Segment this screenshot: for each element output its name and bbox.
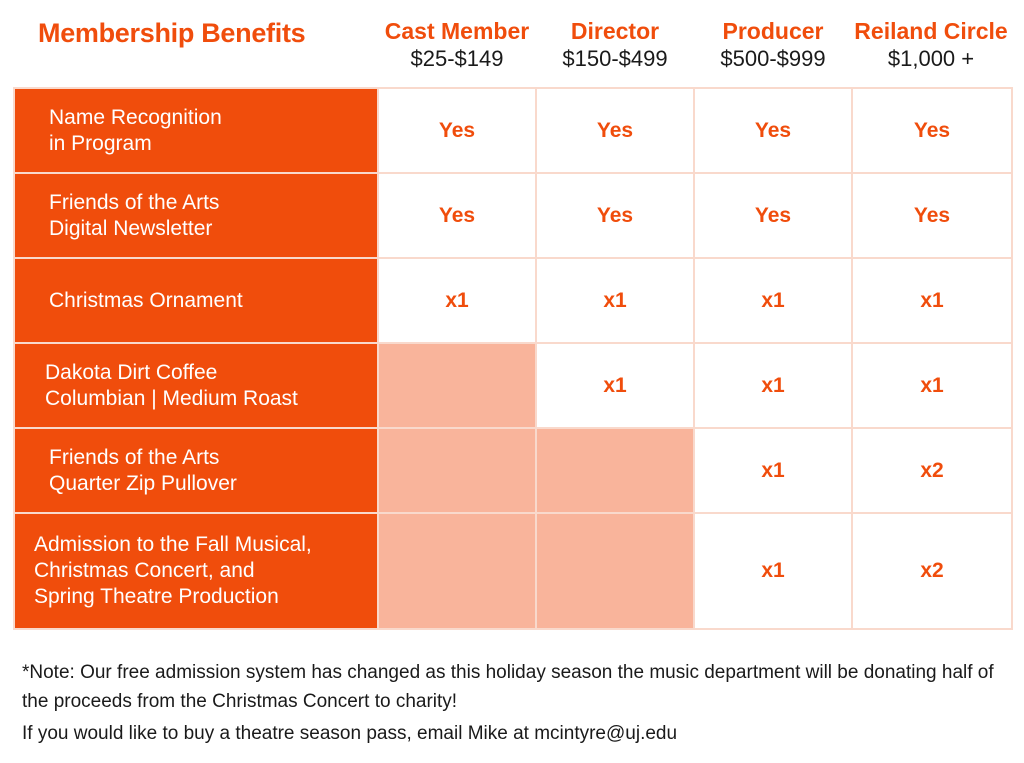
tier-name: Director bbox=[570, 18, 660, 44]
benefit-value: x1 bbox=[693, 257, 853, 344]
table-row: Friends of the Arts Digital Newsletter Y… bbox=[13, 172, 1013, 259]
benefits-table: Name Recognition in Program Yes Yes Yes … bbox=[13, 87, 1013, 630]
table-row: Friends of the Arts Quarter Zip Pullover… bbox=[13, 427, 1013, 514]
table-row: Admission to the Fall Musical, Christmas… bbox=[13, 512, 1013, 630]
benefit-label-line: Admission to the Fall Musical, bbox=[34, 533, 312, 556]
tier-header-cast-member: Cast Member $25-$149 bbox=[377, 17, 537, 73]
page-title: Membership Benefits bbox=[38, 18, 306, 48]
empty-cell bbox=[377, 342, 537, 429]
empty-cell bbox=[535, 512, 695, 630]
benefit-label-line: Quarter Zip Pullover bbox=[49, 471, 237, 495]
tier-price: $25-$149 bbox=[410, 46, 504, 71]
tier-name: Producer bbox=[722, 18, 824, 44]
benefit-value: Yes bbox=[535, 172, 695, 259]
footnote: *Note: Our free admission system has cha… bbox=[22, 662, 994, 712]
table-row: Dakota Dirt Coffee Columbian | Medium Ro… bbox=[13, 342, 1013, 429]
tier-header-director: Director $150-$499 bbox=[535, 17, 695, 73]
benefit-value: x1 bbox=[851, 342, 1013, 429]
benefit-value: x1 bbox=[535, 342, 695, 429]
benefit-label: Friends of the Arts Quarter Zip Pullover bbox=[13, 427, 379, 514]
tier-name: Reiland Circle bbox=[854, 18, 1008, 44]
benefit-label-line: Friends of the Arts bbox=[49, 190, 220, 214]
benefit-value: x2 bbox=[851, 427, 1013, 514]
empty-cell bbox=[535, 427, 695, 514]
benefit-value: Yes bbox=[693, 87, 853, 174]
tier-header-reiland-circle: Reiland Circle $1,000 + bbox=[851, 17, 1011, 73]
benefit-label-line: Name Recognition bbox=[49, 105, 222, 129]
season-pass-note: If you would like to buy a theatre seaso… bbox=[22, 723, 678, 744]
benefit-value: x1 bbox=[693, 342, 853, 429]
empty-cell bbox=[377, 512, 537, 630]
benefit-label-line: Christmas Concert, and bbox=[34, 559, 255, 582]
benefit-value: Yes bbox=[377, 172, 537, 259]
tier-header-producer: Producer $500-$999 bbox=[693, 17, 853, 73]
benefit-value: x1 bbox=[693, 512, 853, 630]
benefit-label: Name Recognition in Program bbox=[13, 87, 379, 174]
tier-name: Cast Member bbox=[384, 18, 530, 44]
benefit-value: x1 bbox=[377, 257, 537, 344]
benefit-value: Yes bbox=[851, 87, 1013, 174]
tier-price: $150-$499 bbox=[562, 46, 668, 71]
benefit-value: Yes bbox=[377, 87, 537, 174]
benefit-label-line: Dakota Dirt Coffee bbox=[45, 360, 218, 384]
benefit-label-line: Christmas Ornament bbox=[49, 288, 243, 312]
benefit-label-line: Columbian | Medium Roast bbox=[45, 386, 298, 410]
benefit-label: Friends of the Arts Digital Newsletter bbox=[13, 172, 379, 259]
table-row: Christmas Ornament x1 x1 x1 x1 bbox=[13, 257, 1013, 344]
benefit-label-line: Spring Theatre Production bbox=[34, 585, 279, 608]
benefit-value: x2 bbox=[851, 512, 1013, 630]
tier-price: $500-$999 bbox=[720, 46, 826, 71]
benefit-label-line: Digital Newsletter bbox=[49, 216, 213, 240]
benefit-label-line: in Program bbox=[49, 131, 152, 155]
benefit-label-line: Friends of the Arts bbox=[49, 445, 220, 469]
benefit-value: Yes bbox=[535, 87, 695, 174]
benefit-value: x1 bbox=[693, 427, 853, 514]
benefit-label: Admission to the Fall Musical, Christmas… bbox=[13, 512, 379, 630]
benefit-value: Yes bbox=[851, 172, 1013, 259]
benefit-value: Yes bbox=[693, 172, 853, 259]
benefit-value: x1 bbox=[851, 257, 1013, 344]
benefit-label: Christmas Ornament bbox=[13, 257, 379, 344]
empty-cell bbox=[377, 427, 537, 514]
benefit-value: x1 bbox=[535, 257, 695, 344]
benefit-label: Dakota Dirt Coffee Columbian | Medium Ro… bbox=[13, 342, 379, 429]
tier-price: $1,000 + bbox=[887, 46, 975, 71]
table-row: Name Recognition in Program Yes Yes Yes … bbox=[13, 87, 1013, 174]
